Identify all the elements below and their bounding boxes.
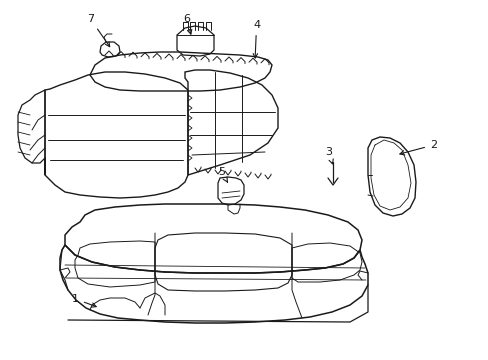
- Text: 2: 2: [399, 140, 436, 155]
- Text: 6: 6: [183, 14, 191, 34]
- Text: 7: 7: [87, 14, 109, 47]
- Text: 4: 4: [252, 20, 260, 58]
- Text: 3: 3: [325, 147, 332, 164]
- Text: 1: 1: [72, 294, 96, 307]
- Text: 5: 5: [218, 167, 227, 182]
